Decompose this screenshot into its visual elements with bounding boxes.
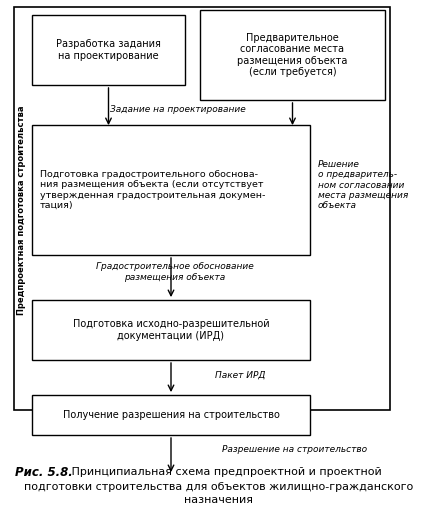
Text: Разработка задания
на проектирование: Разработка задания на проектирование [56, 39, 161, 61]
Text: назначения: назначения [184, 495, 253, 505]
Text: Решение
о предваритель-
ном согласовании
места размещения
объекта: Решение о предваритель- ном согласовании… [317, 160, 407, 210]
Text: Задание на проектирование: Задание на проектирование [110, 106, 245, 114]
Text: Подготовка исходно-разрешительной
документации (ИРД): Подготовка исходно-разрешительной докуме… [73, 319, 268, 341]
Text: Предпроектная подготовка строительства: Предпроектная подготовка строительства [18, 105, 26, 315]
Text: Принципиальная схема предпроектной и проектной: Принципиальная схема предпроектной и про… [68, 467, 381, 477]
Text: Получение разрешения на строительство: Получение разрешения на строительство [63, 410, 279, 420]
Text: подготовки строительства для объектов жилищно-гражданского: подготовки строительства для объектов жи… [25, 482, 413, 492]
Text: Предварительное
согласование места
размещения объекта
(если требуется): Предварительное согласование места разме… [237, 32, 347, 77]
Text: Подготовка градостроительного обоснова-
ния размещения объекта (если отсутствует: Подготовка градостроительного обоснова- … [40, 170, 265, 210]
Bar [32, 15, 184, 85]
Text: Пакет ИРД: Пакет ИРД [214, 370, 265, 380]
Bar [14, 7, 389, 410]
Bar [32, 300, 309, 360]
Text: Разрешение на строительство: Разрешение на строительство [222, 445, 367, 455]
Bar [200, 10, 384, 100]
Text: Рис. 5.8.: Рис. 5.8. [15, 466, 73, 478]
Bar [32, 395, 309, 435]
Bar [32, 125, 309, 255]
Text: Градостроительное обоснование
размещения объекта: Градостроительное обоснование размещения… [96, 262, 253, 282]
